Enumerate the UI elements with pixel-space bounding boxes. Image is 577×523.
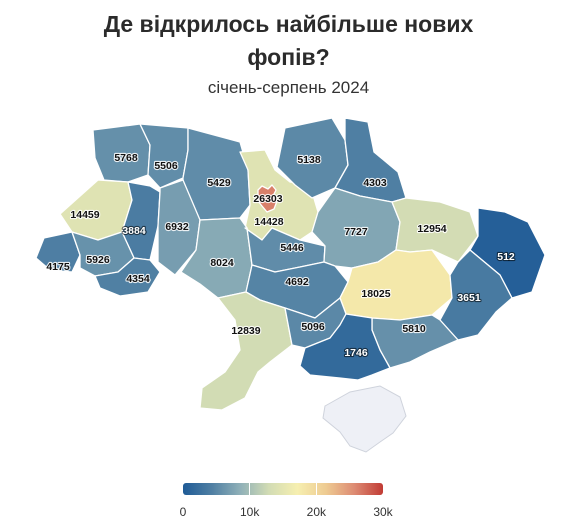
regions-layer [35,117,546,453]
value-label-ternopil: 3884 [122,225,146,237]
value-label-cherkasy: 5446 [280,242,304,254]
value-label-dnipropetrovsk: 18025 [361,288,390,300]
value-label-khmelnytskyi: 6932 [165,221,189,233]
region-kyiv-city [257,184,278,213]
value-label-kirovohrad: 4692 [285,276,309,288]
legend-tick-mark [248,483,251,495]
value-label-poltava: 7727 [344,226,368,238]
legend-tick-mark [315,483,318,495]
region-crimea [322,385,407,453]
region-donetsk [439,249,513,341]
value-label-luhansk: 512 [497,251,515,263]
value-label-vinnytsia: 8024 [210,257,234,269]
value-labels-layer: 5768 5506 5429 14428 26303 5138 4303 14459 3884 6… [45,151,516,360]
value-label-chernivtsi: 4354 [126,273,150,285]
value-label-donetsk: 3651 [457,292,481,304]
value-label-kherson: 1746 [344,347,368,359]
region-odesa [199,291,293,411]
region-chernivtsi [94,257,161,297]
region-kyiv-oblast [239,149,319,241]
region-kherson [299,313,391,381]
region-khmelnytskyi [157,179,201,276]
value-label-chernihiv: 5138 [297,154,321,166]
value-label-kyiv-oblast: 14428 [254,216,283,228]
legend-tick-label: 30k [373,505,393,519]
value-label-lviv: 14459 [70,209,99,221]
value-label-rivne: 5506 [154,160,178,172]
value-label-odesa: 12839 [231,325,260,337]
map-title: Де відкрилось найбільше нових фопів? [0,8,577,74]
legend-tick-label: 0 [179,505,187,519]
value-label-ivano-frankivsk: 5926 [86,254,110,266]
legend-tick-label: 20k [306,505,327,519]
value-label-zaporizhzhia: 5810 [402,323,426,335]
value-label-zakarpattia: 4175 [46,261,70,273]
map-subtitle: січень-серпень 2024 [207,78,370,97]
value-label-sumy: 4303 [363,177,387,189]
value-label-volyn: 5768 [114,152,138,164]
value-label-mykolaiv: 5096 [301,321,325,333]
title-line-2: фопів? [247,44,330,70]
title-line-1: Де відкрилось найбільше нових [103,11,474,37]
value-label-zhytomyr: 5429 [207,177,231,189]
value-label-kyiv-city: 26303 [253,193,282,205]
legend-colorbar [183,483,383,495]
value-label-kharkiv: 12954 [417,223,446,235]
region-luhansk [469,207,546,299]
legend-tick-label: 10k [239,505,260,519]
